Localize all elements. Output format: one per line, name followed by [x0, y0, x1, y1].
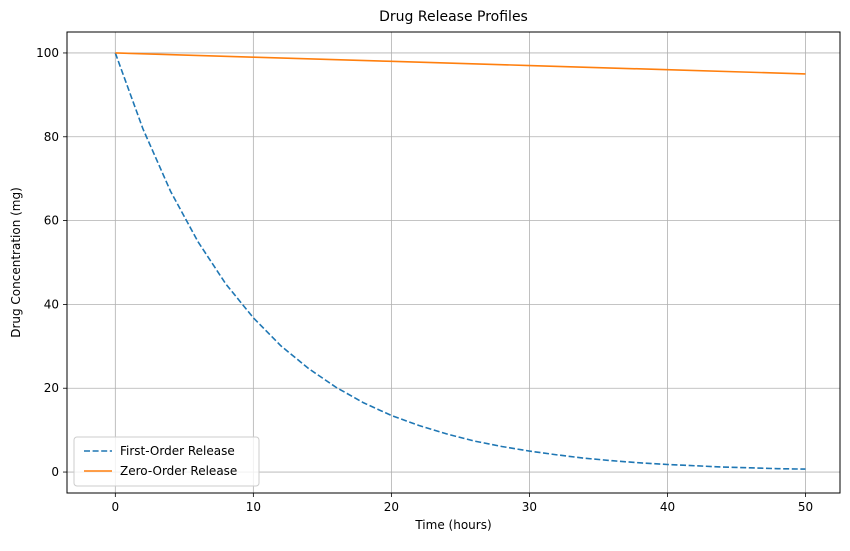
y-tick-label: 100	[36, 46, 59, 60]
y-tick-label: 80	[44, 130, 59, 144]
legend-box	[73, 436, 260, 487]
series-line-1	[114, 52, 806, 470]
plot-frame	[66, 31, 841, 494]
x-tick-label: 10	[246, 500, 261, 514]
x-tick-label: 20	[384, 500, 399, 514]
y-tick-label: 60	[44, 214, 59, 228]
legend-label: First-Order Release	[120, 444, 235, 458]
x-tick-label: 40	[660, 500, 675, 514]
legend: First-Order Release Zero-Order Release	[73, 436, 260, 487]
x-tick-label: 0	[111, 500, 119, 514]
y-tick-label: 20	[44, 381, 59, 395]
y-tick-label: 0	[51, 465, 59, 479]
grid	[67, 32, 840, 493]
series-line-2	[115, 52, 806, 75]
ticks: 0 10 20 30 40 50 0 20 40 60 80 100	[36, 46, 813, 514]
series-lines	[114, 52, 806, 470]
x-tick-label: 30	[522, 500, 537, 514]
x-tick-label: 50	[798, 500, 813, 514]
legend-label: Zero-Order Release	[120, 464, 237, 478]
y-axis-label: Drug Concentration (mg)	[9, 187, 23, 338]
chart-title: Drug Release Profiles	[379, 9, 528, 25]
y-tick-label: 40	[44, 297, 59, 311]
x-axis-label: Time (hours)	[414, 518, 491, 532]
